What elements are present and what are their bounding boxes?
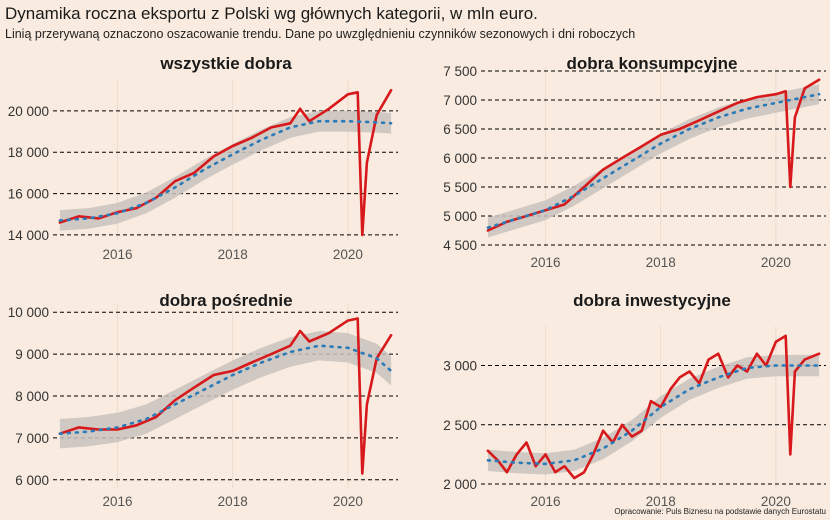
page-title: Dynamika roczna eksportu z Polski wg głó… bbox=[5, 4, 538, 23]
y-tick-label: 6 000 bbox=[15, 473, 49, 488]
trend-confidence-band bbox=[487, 84, 820, 238]
chart-panel-4: dobra inwestycyjne 2 000 2 500 3 000 2016 201… bbox=[443, 291, 826, 509]
y-tick-label: 18 000 bbox=[8, 145, 49, 160]
trend-confidence-band bbox=[59, 110, 392, 231]
chart-title: dobra pośrednie bbox=[159, 291, 292, 310]
y-tick-label: 5 000 bbox=[443, 209, 477, 224]
y-tick-label: 3 000 bbox=[443, 359, 477, 374]
trend-line bbox=[58, 119, 393, 222]
y-tick-label: 8 000 bbox=[15, 389, 49, 404]
y-tick-label: 14 000 bbox=[8, 228, 49, 243]
x-tick-label: 2016 bbox=[102, 494, 132, 509]
trend-line bbox=[486, 92, 821, 229]
x-tick-label: 2020 bbox=[333, 247, 363, 262]
y-tick-label: 2 000 bbox=[443, 477, 477, 492]
page-subtitle: Linią przerywaną oznaczono oszacowanie t… bbox=[5, 27, 636, 41]
x-tick-label: 2020 bbox=[761, 255, 791, 270]
chart-title: dobra konsumpcyjne bbox=[567, 54, 738, 73]
x-tick-label: 2018 bbox=[646, 494, 676, 509]
chart-title: wszystkie dobra bbox=[159, 54, 292, 73]
x-tick-label: 2016 bbox=[102, 247, 132, 262]
x-tick-label: 2016 bbox=[530, 255, 560, 270]
x-tick-label: 2020 bbox=[761, 494, 791, 509]
actual-series-line bbox=[58, 88, 393, 237]
chart-panel-3: dobra pośrednie 6 000 7 000 8 000 9 000 10 00… bbox=[8, 291, 398, 509]
x-tick-label: 2020 bbox=[333, 494, 363, 509]
y-tick-label: 5 500 bbox=[443, 180, 477, 195]
x-tick-label: 2018 bbox=[218, 247, 248, 262]
trend-confidence-band bbox=[487, 354, 820, 475]
y-tick-label: 9 000 bbox=[15, 347, 49, 362]
y-tick-label: 7 000 bbox=[15, 431, 49, 446]
actual-series-line bbox=[486, 78, 821, 232]
y-tick-label: 10 000 bbox=[8, 305, 49, 320]
chart-panel-2: dobra konsumpcyjne 4 500 5 000 5 500 6 000 6 … bbox=[443, 54, 826, 270]
y-tick-label: 4 500 bbox=[443, 238, 477, 253]
trend-line bbox=[58, 344, 393, 435]
y-tick-label: 2 500 bbox=[443, 418, 477, 433]
trend-confidence-band bbox=[59, 331, 392, 449]
source-caption: Opracowanie: Puls Biznesu na podstawie d… bbox=[614, 507, 826, 516]
x-tick-label: 2018 bbox=[218, 494, 248, 509]
actual-series-line bbox=[486, 334, 821, 480]
y-tick-label: 16 000 bbox=[8, 187, 49, 202]
actual-series-line bbox=[58, 317, 393, 475]
x-tick-label: 2016 bbox=[530, 494, 560, 509]
trend-line bbox=[486, 364, 821, 466]
y-tick-label: 7 000 bbox=[443, 93, 477, 108]
y-tick-label: 20 000 bbox=[8, 104, 49, 119]
y-tick-label: 6 500 bbox=[443, 122, 477, 137]
chart-panel-1: wszystkie dobra 14 000 16 000 18 000 20 000 2… bbox=[8, 54, 398, 262]
y-tick-label: 7 500 bbox=[443, 64, 477, 79]
x-tick-label: 2018 bbox=[646, 255, 676, 270]
chart-title: dobra inwestycyjne bbox=[573, 291, 731, 310]
y-tick-label: 6 000 bbox=[443, 151, 477, 166]
